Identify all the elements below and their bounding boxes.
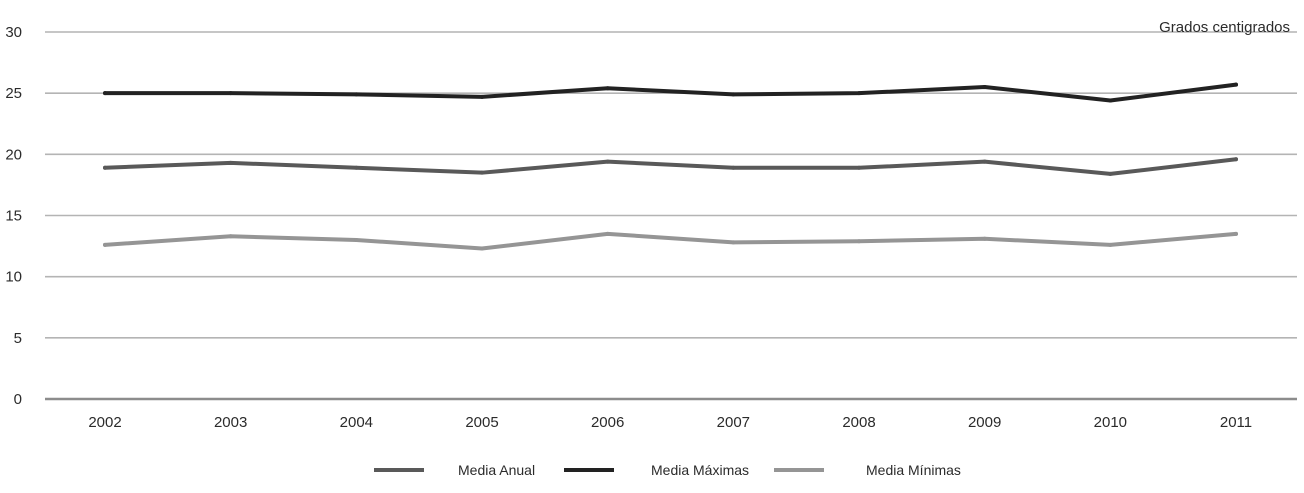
data-point (1234, 82, 1238, 87)
data-point (1234, 157, 1238, 162)
x-tick-label: 2011 (1220, 414, 1252, 431)
data-point (731, 240, 736, 245)
x-tick-label: 2006 (591, 414, 624, 431)
data-point (982, 85, 987, 90)
x-tick-label: 2007 (717, 414, 750, 431)
data-point (480, 246, 484, 251)
data-point (103, 165, 107, 170)
legend-item: Media Máximas (564, 462, 749, 478)
data-point (228, 234, 233, 239)
data-point (228, 91, 233, 96)
legend-label: Media Mínimas (866, 462, 961, 478)
series-line (103, 82, 1238, 103)
y-tick-label: 0 (14, 391, 22, 408)
y-tick-label: 30 (5, 24, 22, 41)
y-axis-ticks: 0 5 10 15 20 25 30 (5, 24, 22, 408)
data-point (605, 231, 610, 236)
x-tick-label: 2002 (88, 414, 121, 431)
series-0 (103, 157, 1238, 176)
y-tick-label: 15 (5, 208, 22, 225)
series-2 (103, 231, 1238, 251)
data-point (982, 159, 987, 164)
x-tick-label: 2003 (214, 414, 247, 431)
data-point (857, 91, 861, 96)
y-tick-label: 20 (5, 146, 22, 163)
data-point (857, 165, 861, 170)
y-tick-label: 5 (14, 330, 22, 347)
unit-label: Grados centigrados (1159, 19, 1290, 36)
gridlines (45, 31, 1297, 401)
data-point (982, 236, 987, 241)
data-point (1108, 171, 1113, 176)
legend-item: Media Mínimas (774, 462, 961, 478)
data-point (605, 159, 610, 164)
series-line (103, 231, 1238, 251)
data-point (731, 92, 736, 97)
data-point (354, 237, 359, 242)
y-tick-label: 25 (5, 85, 22, 102)
x-tick-label: 2005 (465, 414, 498, 431)
data-point (480, 94, 484, 99)
data-point (731, 165, 736, 170)
x-tick-label: 2010 (1094, 414, 1127, 431)
series-line (103, 157, 1238, 176)
y-tick-label: 10 (5, 269, 22, 286)
x-axis-ticks: 2002 2003 2004 2005 2006 2007 2008 2009 2010 2011 (88, 414, 1252, 431)
data-point (1108, 98, 1113, 103)
x-tick-label: 2009 (968, 414, 1001, 431)
data-point (354, 92, 359, 97)
data-point (480, 170, 484, 175)
data-point (605, 86, 610, 91)
legend: Media Anual Media Máximas Media Mínimas (374, 462, 961, 478)
x-tick-label: 2008 (842, 414, 875, 431)
data-point (228, 160, 233, 165)
legend-label: Media Anual (458, 462, 535, 478)
series-1 (103, 82, 1238, 103)
legend-label: Media Máximas (651, 462, 749, 478)
data-point (103, 91, 107, 96)
legend-item: Media Anual (374, 462, 535, 478)
x-tick-label: 2004 (340, 414, 373, 431)
series-lines (103, 82, 1238, 251)
data-point (1234, 231, 1238, 236)
data-point (354, 165, 359, 170)
data-point (1108, 242, 1113, 247)
data-point (857, 239, 861, 244)
data-point (103, 242, 107, 247)
